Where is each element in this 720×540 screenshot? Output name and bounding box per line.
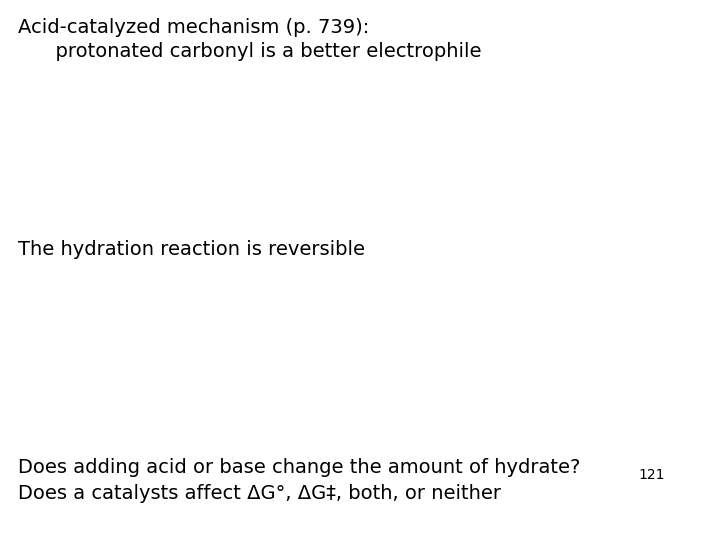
Text: Does a catalysts affect ΔG°, ΔG‡, both, or neither: Does a catalysts affect ΔG°, ΔG‡, both, … xyxy=(18,484,501,503)
Text: protonated carbonyl is a better electrophile: protonated carbonyl is a better electrop… xyxy=(18,42,482,61)
Text: 121: 121 xyxy=(638,468,665,482)
Text: Does adding acid or base change the amount of hydrate?: Does adding acid or base change the amou… xyxy=(18,458,580,477)
Text: Acid-catalyzed mechanism (p. 739):: Acid-catalyzed mechanism (p. 739): xyxy=(18,18,369,37)
Text: The hydration reaction is reversible: The hydration reaction is reversible xyxy=(18,240,365,259)
